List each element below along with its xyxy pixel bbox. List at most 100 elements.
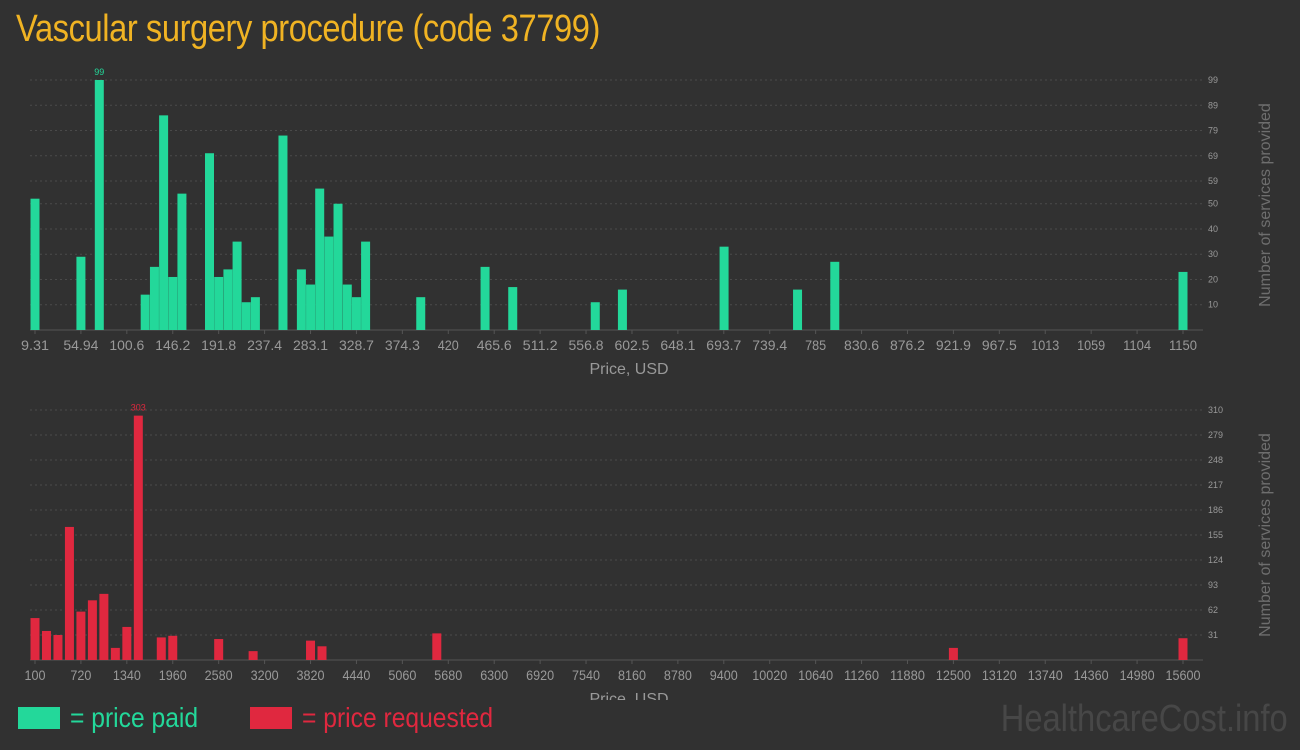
requested-y-tick-label: 93 [1208, 580, 1218, 590]
paid-y-tick-label: 59 [1208, 176, 1218, 186]
requested-x-tick-label: 4440 [342, 667, 370, 683]
paid-x-tick-label: 921.9 [936, 337, 971, 353]
paid-bar [1178, 271, 1188, 330]
requested-x-tick-label: 14360 [1074, 667, 1109, 683]
requested-bar [99, 593, 109, 660]
paid-bar [508, 287, 518, 330]
paid-bar [719, 246, 729, 330]
paid-x-tick-label: 191.8 [201, 337, 236, 353]
paid-x-axis-label: Price, USD [589, 361, 668, 378]
paid-y-tick-label: 10 [1208, 300, 1218, 310]
paid-x-tick-label: 511.2 [523, 337, 558, 353]
paid-bar [168, 276, 178, 330]
paid-bar [30, 198, 40, 330]
requested-y-tick-label: 217 [1208, 480, 1223, 490]
paid-y-tick-label: 69 [1208, 151, 1218, 161]
requested-x-tick-label: 10020 [752, 667, 787, 683]
requested-x-tick-label: 3820 [297, 667, 325, 683]
paid-x-tick-label: 785 [805, 337, 826, 353]
paid-x-tick-label: 9.31 [21, 337, 49, 353]
requested-x-tick-label: 720 [70, 667, 91, 683]
requested-bar [317, 646, 327, 660]
paid-y-tick-label: 99 [1208, 75, 1218, 85]
requested-bar [41, 630, 51, 660]
chart-title: Vascular surgery procedure (code 37799) [16, 8, 600, 50]
paid-bar [342, 284, 352, 330]
requested-bar [87, 600, 97, 660]
paid-bar [351, 297, 361, 330]
paid-bar [296, 269, 306, 330]
requested-bar [156, 637, 166, 660]
requested-bar [64, 526, 74, 660]
paid-bar [149, 266, 159, 330]
paid-x-tick-label: 146.2 [155, 337, 190, 353]
requested-bar [306, 640, 316, 660]
requested-x-tick-label: 14980 [1120, 667, 1155, 683]
requested-y-axis-label: Number of services provided [1257, 433, 1274, 637]
paid-bar [205, 153, 215, 330]
watermark: HealthcareCost.info [1000, 698, 1288, 740]
requested-x-tick-label: 13740 [1028, 667, 1063, 683]
paid-bar [480, 266, 490, 330]
requested-x-tick-label: 6300 [480, 667, 508, 683]
paid-y-tick-label: 89 [1208, 100, 1218, 110]
requested-max-label: 303 [131, 403, 146, 413]
requested-x-tick-label: 8780 [664, 667, 692, 683]
paid-x-tick-label: 100.6 [109, 337, 144, 353]
paid-x-tick-label: 1059 [1077, 337, 1105, 353]
paid-bar [241, 302, 251, 330]
paid-x-tick-label: 1104 [1123, 337, 1151, 353]
requested-bar [76, 611, 86, 660]
requested-x-tick-label: 15600 [1166, 667, 1201, 683]
paid-bar [793, 289, 803, 330]
requested-x-tick-label: 100 [25, 667, 46, 683]
requested-y-tick-label: 310 [1208, 405, 1223, 415]
paid-y-axis-label: Number of services provided [1257, 103, 1274, 307]
requested-bar [53, 635, 63, 660]
price-paid-chart: 10 20 30 40 50 59 69 79 89 99 99 9.31 54.94 100.6 146.… [21, 67, 1274, 378]
requested-bar [110, 647, 120, 660]
paid-bar [830, 261, 840, 330]
paid-x-tick-label: 830.6 [844, 337, 879, 353]
requested-x-tick-label: 10640 [798, 667, 833, 683]
requested-bar [122, 626, 132, 660]
requested-x-tick-label: 1960 [159, 667, 187, 683]
legend-requested-label: = price requested [302, 702, 494, 733]
paid-y-tick-label: 79 [1208, 126, 1218, 136]
requested-y-tick-label: 31 [1208, 630, 1218, 640]
requested-x-tick-label: 13120 [982, 667, 1017, 683]
requested-bar [948, 647, 958, 660]
paid-bar [324, 236, 334, 330]
paid-bar [76, 256, 86, 330]
paid-x-tick-label: 1013 [1031, 337, 1059, 353]
legend-requested-swatch [250, 707, 292, 729]
legend-price-requested: = price requested [250, 702, 519, 734]
paid-bar [159, 115, 169, 330]
requested-bar [1178, 638, 1188, 660]
paid-x-tick-label: 876.2 [890, 337, 925, 353]
paid-x-tick-label: 693.7 [706, 337, 741, 353]
requested-y-tick-label: 155 [1208, 530, 1223, 540]
requested-y-tick-label: 62 [1208, 605, 1218, 615]
paid-x-tick-label: 739.4 [752, 337, 787, 353]
requested-y-tick-label: 279 [1208, 430, 1223, 440]
paid-bar [177, 193, 187, 330]
paid-bar [333, 203, 343, 330]
requested-x-tick-label: 11260 [844, 667, 879, 683]
requested-x-tick-label: 6920 [526, 667, 554, 683]
paid-max-label: 99 [94, 67, 104, 77]
paid-bar [278, 135, 288, 330]
requested-x-tick-label: 11880 [890, 667, 925, 683]
requested-x-tick-label: 3200 [251, 667, 279, 683]
paid-y-tick-label: 30 [1208, 249, 1218, 259]
requested-bar [168, 635, 178, 660]
paid-x-tick-label: 465.6 [477, 337, 512, 353]
requested-x-tick-label: 12500 [936, 667, 971, 683]
paid-bar [223, 269, 233, 330]
requested-x-tick-label: 9400 [710, 667, 738, 683]
paid-x-tick-label: 237.4 [247, 337, 282, 353]
requested-bar [248, 651, 258, 660]
paid-bar [306, 284, 316, 330]
paid-y-tick-label: 20 [1208, 274, 1218, 284]
paid-bar [140, 294, 150, 330]
